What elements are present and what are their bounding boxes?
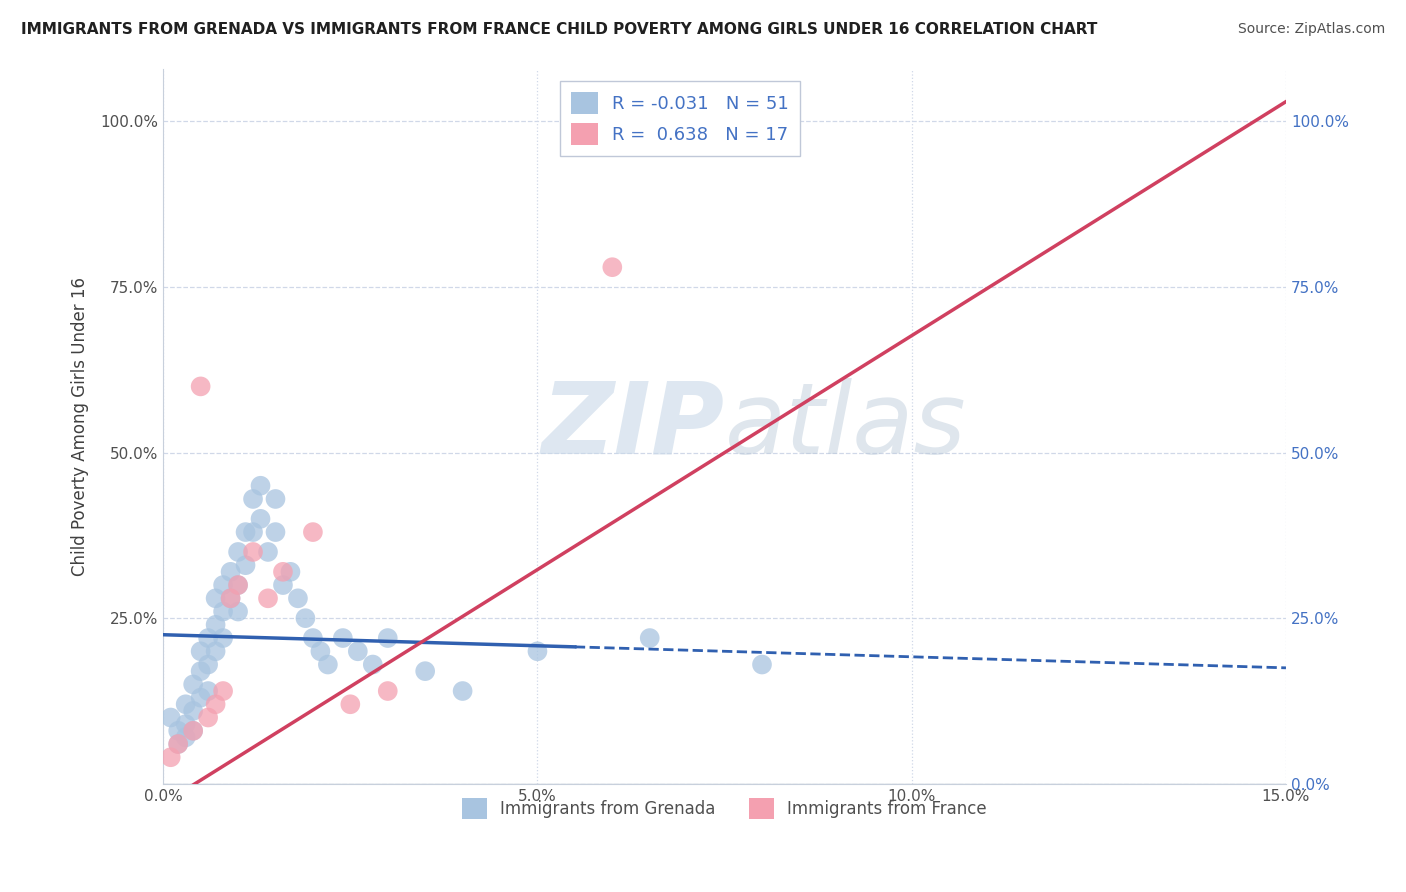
Point (249, 512, 271, 526)
Point (181, 677, 204, 691)
Point (280, 565, 302, 579)
Point (413, 664, 436, 678)
Point (242, 525, 264, 540)
Point (197, 710, 219, 724)
Point (212, 631, 235, 645)
Point (294, 611, 316, 625)
Point (167, 737, 190, 751)
Text: Source: ZipAtlas.com: Source: ZipAtlas.com (1237, 22, 1385, 37)
Point (226, 605, 249, 619)
Legend: Immigrants from Grenada, Immigrants from France: Immigrants from Grenada, Immigrants from… (456, 792, 994, 825)
Point (181, 704, 204, 718)
Point (159, 750, 181, 764)
Point (204, 591, 226, 606)
Point (174, 717, 197, 731)
Point (197, 657, 219, 672)
Point (212, 605, 235, 619)
Point (309, 644, 332, 658)
Point (174, 731, 197, 745)
Point (332, 631, 354, 645)
Point (190, 690, 212, 705)
Text: IMMIGRANTS FROM GRENADA VS IMMIGRANTS FROM FRANCE CHILD POVERTY AMONG GIRLS UNDE: IMMIGRANTS FROM GRENADA VS IMMIGRANTS FR… (21, 22, 1098, 37)
Point (242, 545, 264, 559)
Point (204, 644, 226, 658)
Point (219, 591, 242, 606)
Point (212, 578, 235, 592)
Point (197, 631, 219, 645)
Point (181, 723, 204, 738)
Point (226, 545, 249, 559)
Point (377, 631, 399, 645)
Point (204, 617, 226, 632)
Point (190, 379, 212, 393)
Point (271, 565, 294, 579)
Point (226, 578, 249, 592)
Point (638, 631, 661, 645)
Point (167, 723, 190, 738)
Text: ZIP: ZIP (541, 377, 724, 475)
Text: atlas: atlas (724, 377, 966, 475)
Point (316, 657, 339, 672)
Point (235, 558, 257, 573)
Point (526, 644, 548, 658)
Point (242, 491, 264, 506)
Point (271, 578, 294, 592)
Y-axis label: Child Poverty Among Girls Under 16: Child Poverty Among Girls Under 16 (72, 277, 89, 575)
Point (235, 525, 257, 540)
Point (167, 737, 190, 751)
Point (219, 591, 242, 606)
Point (181, 723, 204, 738)
Point (257, 545, 280, 559)
Point (346, 644, 368, 658)
Point (377, 684, 399, 698)
Point (287, 591, 309, 606)
Point (249, 479, 271, 493)
Point (751, 657, 773, 672)
Point (751, 114, 773, 128)
Point (264, 491, 287, 506)
Point (451, 684, 474, 698)
Point (174, 698, 197, 712)
Point (159, 710, 181, 724)
Point (226, 578, 249, 592)
Point (219, 565, 242, 579)
Point (190, 664, 212, 678)
Point (264, 525, 287, 540)
Point (600, 260, 623, 275)
Point (190, 644, 212, 658)
Point (212, 684, 235, 698)
Point (302, 525, 325, 540)
Point (257, 591, 280, 606)
Point (302, 631, 325, 645)
Point (361, 657, 384, 672)
Point (197, 684, 219, 698)
Point (339, 698, 361, 712)
Point (204, 698, 226, 712)
